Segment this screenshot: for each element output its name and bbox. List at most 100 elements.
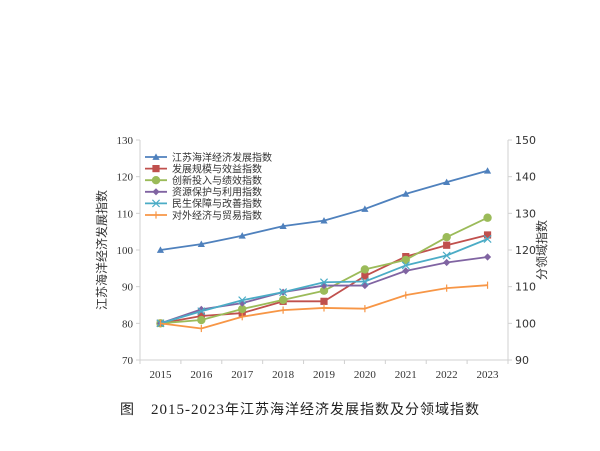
legend: 江苏海洋经济发展指数发展规模与效益指数创新投入与绩效指数资源保护与利用指数民生保… xyxy=(145,151,272,222)
circle-marker xyxy=(401,255,410,265)
data-point xyxy=(361,281,369,290)
legend-label: 江苏海洋经济发展指数 xyxy=(172,151,272,164)
series-layer xyxy=(156,167,492,333)
right-tick-label: 150 xyxy=(515,134,536,147)
legend-item: 发展规模与效益指数 xyxy=(145,162,262,175)
legend-label: 发展规模与效益指数 xyxy=(172,162,262,175)
series-0 xyxy=(156,167,492,253)
triangle-marker xyxy=(361,205,369,212)
data-point xyxy=(238,232,246,239)
x-marker xyxy=(442,251,451,260)
circle-marker xyxy=(319,286,329,295)
x-tick-label: 2020 xyxy=(354,369,377,381)
square-marker xyxy=(443,241,451,249)
series-1 xyxy=(156,231,492,327)
x-marker xyxy=(319,278,329,287)
caption-text: 年江苏海洋经济发展指数及分领域指数 xyxy=(225,402,480,418)
data-point xyxy=(401,255,410,265)
data-point xyxy=(483,231,492,239)
x-marker xyxy=(279,288,288,297)
figure-caption: 图 2015-2023年江苏海洋经济发展指数及分领域指数 xyxy=(0,399,600,419)
data-point xyxy=(361,272,369,280)
left-tick-label: 70 xyxy=(122,355,134,367)
triangle-marker xyxy=(279,222,287,230)
axes: 70 80 90 100 110 120 130 90 100 110 120 130 140 150 20… xyxy=(94,134,549,381)
x-tick-label: 2022 xyxy=(436,369,458,381)
data-point xyxy=(443,178,451,186)
square-marker xyxy=(320,297,328,305)
data-point xyxy=(443,258,451,267)
left-axis-title: 江苏海洋经济发展指数 xyxy=(94,190,109,310)
right-tick-label: 130 xyxy=(515,207,536,220)
data-point xyxy=(279,288,288,297)
data-point xyxy=(278,295,288,305)
data-point xyxy=(319,286,329,295)
right-tick-label: 100 xyxy=(515,317,536,330)
circle-marker xyxy=(238,304,247,314)
data-point xyxy=(238,296,247,305)
square-marker xyxy=(361,272,369,280)
x-marker xyxy=(401,261,410,270)
circle-marker xyxy=(197,315,206,325)
circle-marker xyxy=(483,213,492,222)
left-tick-label: 80 xyxy=(122,318,134,330)
right-tick-label: 110 xyxy=(515,281,536,294)
x-marker xyxy=(483,234,492,244)
circle-marker xyxy=(278,295,288,305)
x-tick-label: 2019 xyxy=(313,369,336,381)
triangle-marker xyxy=(402,190,410,197)
x-tick-label: 2015 xyxy=(149,369,172,381)
data-point xyxy=(443,241,451,249)
data-point xyxy=(197,307,206,316)
right-tick-label: 90 xyxy=(515,354,529,367)
legend-item: 对外经济与贸易指数 xyxy=(145,209,262,222)
data-point xyxy=(402,190,410,197)
triangle-marker xyxy=(156,246,165,253)
data-point xyxy=(238,304,247,314)
data-point xyxy=(156,246,165,253)
left-tick-label: 130 xyxy=(117,135,134,147)
data-point xyxy=(320,297,328,305)
x-marker xyxy=(151,199,161,208)
diamond-marker xyxy=(402,267,410,275)
series-5 xyxy=(159,281,489,333)
diamond-marker xyxy=(361,281,369,290)
triangle-marker xyxy=(197,240,205,248)
data-point xyxy=(483,167,492,174)
triangle-marker xyxy=(152,153,160,160)
x-tick-label: 2017 xyxy=(231,369,254,381)
series-4 xyxy=(156,234,492,328)
legend-label: 民生保障与改善指数 xyxy=(172,197,262,210)
square-marker xyxy=(483,231,492,239)
data-point xyxy=(197,240,205,248)
left-tick-label: 110 xyxy=(117,208,134,220)
x-tick-label: 2018 xyxy=(272,369,295,381)
diamond-marker xyxy=(152,188,160,196)
x-marker xyxy=(197,307,206,316)
series-2 xyxy=(156,213,492,328)
legend-label: 创新投入与绩效指数 xyxy=(172,174,262,187)
right-tick-label: 120 xyxy=(515,244,536,257)
data-point xyxy=(483,253,492,261)
data-point xyxy=(483,213,492,222)
data-point xyxy=(319,278,329,287)
data-point xyxy=(320,217,328,224)
triangle-marker xyxy=(483,167,492,174)
data-point xyxy=(483,234,492,244)
caption-years: 2015-2023 xyxy=(151,402,225,418)
caption-prefix: 图 xyxy=(120,402,135,418)
data-point xyxy=(361,205,369,212)
data-point xyxy=(197,315,206,325)
legend-label: 对外经济与贸易指数 xyxy=(172,209,262,222)
x-tick-label: 2016 xyxy=(190,369,213,381)
circle-marker xyxy=(360,265,370,274)
x-tick-label: 2023 xyxy=(477,369,500,381)
triangle-marker xyxy=(443,178,451,186)
legend-label: 资源保护与利用指数 xyxy=(172,186,262,199)
square-marker xyxy=(152,165,160,173)
data-point xyxy=(442,251,451,260)
right-tick-label: 140 xyxy=(515,171,536,184)
data-point xyxy=(279,222,287,230)
legend-item: 江苏海洋经济发展指数 xyxy=(145,151,272,164)
